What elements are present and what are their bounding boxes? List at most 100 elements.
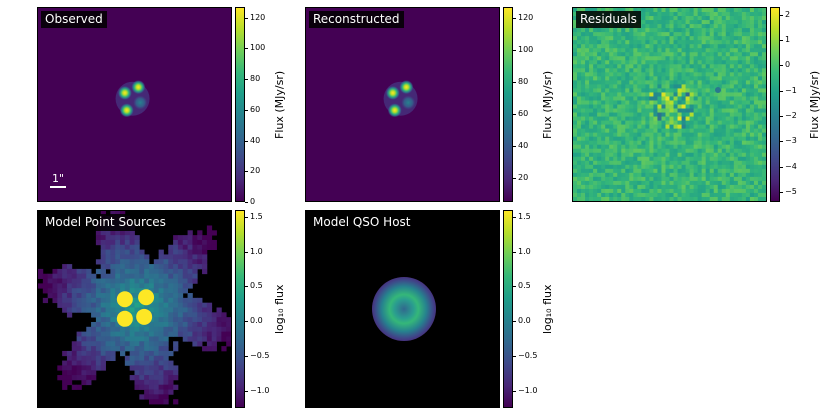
qso-host-image <box>306 211 499 407</box>
colorbar-tick-label: 40 <box>518 141 529 151</box>
residuals-colorbar <box>770 7 780 202</box>
colorbar-tick-mark <box>245 216 248 218</box>
scale-bar-line <box>50 186 66 188</box>
colorbar-tick-mark <box>245 286 248 288</box>
reconstructed-source-1 <box>385 85 400 100</box>
observed-source-1 <box>117 85 132 100</box>
colorbar-tick-label: 0 <box>250 197 256 206</box>
residuals-image <box>573 8 766 201</box>
colorbar-tick-mark <box>780 90 783 92</box>
colorbar-label: Flux (MJy/sr) <box>541 70 554 139</box>
reconstructed-source-4 <box>387 103 402 118</box>
colorbar-label: log₁₀ flux <box>541 284 554 335</box>
point-sources-title: Model Point Sources <box>41 214 170 231</box>
residuals-title: Residuals <box>576 11 641 28</box>
colorbar-tick-label: 2 <box>785 9 791 19</box>
colorbar-tick-label: −1 <box>785 85 797 95</box>
colorbar-tick-label: 20 <box>518 173 529 183</box>
colorbar-tick-label: 1.0 <box>518 246 531 256</box>
scale-bar: 1" <box>50 172 66 188</box>
colorbar-tick-label: 100 <box>518 45 534 55</box>
reconstructed-image <box>306 8 499 201</box>
colorbar-tick-label: 100 <box>250 43 266 53</box>
colorbar-tick-mark <box>513 251 516 253</box>
colorbar-tick-mark <box>780 166 783 168</box>
colorbar-tick-label: 80 <box>518 77 529 87</box>
colorbar-tick-mark <box>513 321 516 323</box>
colorbar-tick-label: 1 <box>785 34 791 44</box>
colorbar-tick-mark <box>513 216 516 218</box>
colorbar-label: Flux (MJy/sr) <box>273 70 286 139</box>
colorbar-tick-mark <box>245 251 248 253</box>
reconstructed-source-2 <box>399 80 414 95</box>
observed-image <box>38 8 231 201</box>
colorbar-tick-label: −3 <box>785 136 797 146</box>
colorbar-tick-mark <box>245 171 248 173</box>
colorbar-tick-mark <box>780 191 783 193</box>
colorbar-tick-mark <box>245 140 248 142</box>
qso-host-panel: Model QSO Host <box>305 210 500 408</box>
observed-panel: Observed 1" <box>37 7 232 202</box>
colorbar-label: Flux (MJy/sr) <box>808 70 821 139</box>
colorbar-tick-label: 60 <box>518 109 529 119</box>
colorbar-tick-mark <box>513 114 516 116</box>
point-sources-colorbar <box>235 210 245 408</box>
colorbar-tick-label: 0.5 <box>518 281 531 291</box>
point-source-4 <box>116 310 133 327</box>
colorbar-tick-label: −5 <box>785 186 797 196</box>
reconstructed-colorbar <box>503 7 513 202</box>
observed-source-2 <box>131 80 146 95</box>
colorbar-tick-mark <box>513 390 516 392</box>
colorbar-tick-label: 120 <box>518 13 534 23</box>
colorbar-tick-label: 80 <box>250 74 261 84</box>
observed-source-4 <box>119 103 134 118</box>
reconstructed-title: Reconstructed <box>309 11 404 28</box>
point-sources-panel: Model Point Sources <box>37 210 232 408</box>
colorbar-tick-mark <box>245 321 248 323</box>
colorbar-tick-label: 1.5 <box>250 211 263 221</box>
colorbar-label: log₁₀ flux <box>273 284 286 335</box>
colorbar-tick-label: −4 <box>785 161 797 171</box>
colorbar-tick-mark <box>780 39 783 41</box>
residuals-panel: Residuals <box>572 7 767 202</box>
colorbar-tick-mark <box>513 50 516 52</box>
colorbar-tick-mark <box>245 390 248 392</box>
colorbar-tick-mark <box>245 355 248 357</box>
observed-title: Observed <box>41 11 107 28</box>
qso-host-title: Model QSO Host <box>309 214 415 231</box>
colorbar-tick-label: 0.5 <box>250 281 263 291</box>
point-sources-halo <box>38 211 231 405</box>
colorbar-tick-label: 120 <box>250 12 266 22</box>
colorbar-tick-mark <box>245 48 248 50</box>
scale-bar-label: 1" <box>51 172 65 185</box>
colorbar-tick-label: 0.0 <box>250 316 263 326</box>
colorbar-tick-label: 60 <box>250 104 261 114</box>
colorbar-tick-mark <box>245 79 248 81</box>
colorbar-tick-label: 0 <box>785 60 791 70</box>
point-source-1 <box>116 291 133 308</box>
colorbar-tick-mark <box>513 82 516 84</box>
colorbar-tick-label: −1.0 <box>250 385 270 395</box>
point-source-2 <box>138 289 155 306</box>
colorbar-tick-mark <box>780 65 783 67</box>
colorbar-tick-label: −2 <box>785 110 797 120</box>
colorbar-tick-mark <box>513 18 516 20</box>
colorbar-tick-mark <box>245 17 248 19</box>
colorbar-tick-label: −0.5 <box>518 350 538 360</box>
reconstructed-source-3 <box>401 95 416 110</box>
colorbar-tick-label: 20 <box>250 166 261 176</box>
colorbar-tick-label: −1.0 <box>518 385 538 395</box>
residuals-noise <box>573 8 766 201</box>
qso-host-colorbar <box>503 210 513 408</box>
colorbar-tick-mark <box>780 115 783 117</box>
colorbar-tick-mark <box>245 109 248 111</box>
colorbar-tick-label: 0.0 <box>518 316 531 326</box>
observed-source-3 <box>133 95 148 110</box>
colorbar-tick-label: 40 <box>250 135 261 145</box>
observed-colorbar <box>235 7 245 202</box>
qso-host-ring <box>372 277 436 341</box>
colorbar-tick-label: 1.0 <box>250 246 263 256</box>
colorbar-tick-mark <box>245 202 248 203</box>
colorbar-tick-mark <box>513 178 516 180</box>
reconstructed-panel: Reconstructed <box>305 7 500 202</box>
